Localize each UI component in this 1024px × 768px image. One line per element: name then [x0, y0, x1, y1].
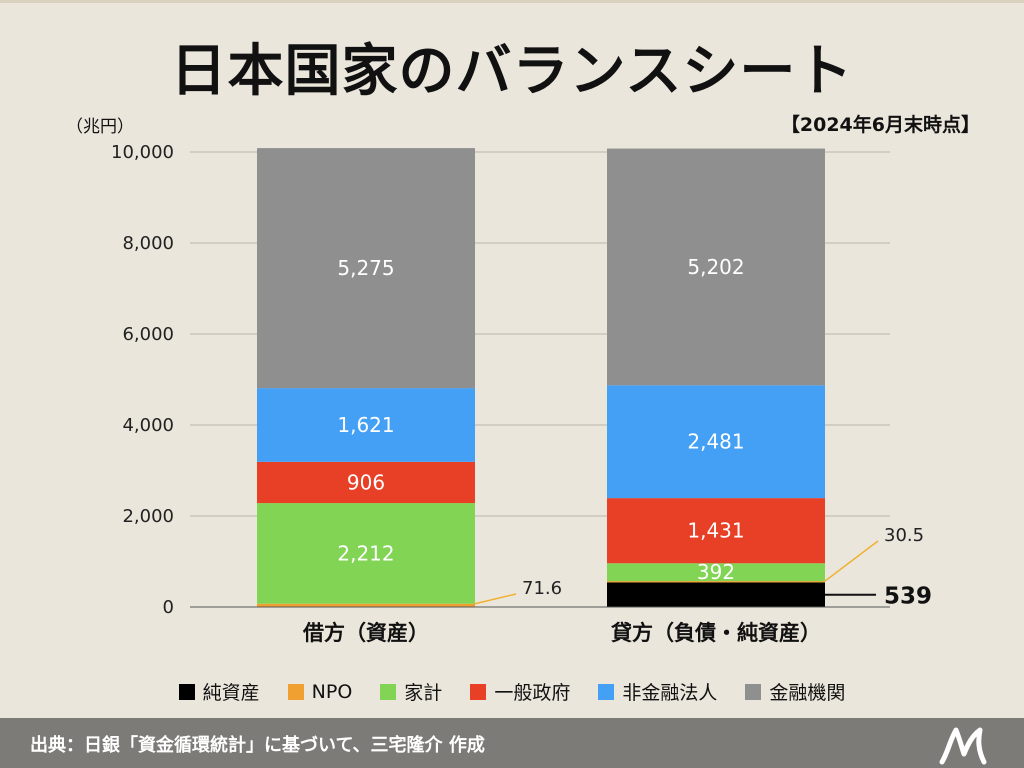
y-tick-label: 6,000	[122, 324, 174, 345]
legend-label: 一般政府	[494, 682, 571, 704]
data-label: 2,212	[337, 541, 394, 565]
data-label: 1,431	[687, 519, 744, 543]
legend-swatch	[745, 683, 762, 700]
legend-label: NPO	[311, 680, 353, 703]
data-label: 392	[697, 560, 735, 584]
as-of-date: 【2024年6月末時点】	[780, 114, 980, 136]
data-label: 5,202	[687, 255, 744, 279]
data-label: 71.6	[522, 578, 562, 599]
legend-swatch	[470, 683, 487, 700]
bar-segment	[607, 581, 825, 583]
legend-item: NPO	[287, 678, 353, 705]
x-category-label: 貸方（負債・純資産）	[610, 621, 821, 645]
x-category-label: 借方（資産）	[302, 621, 429, 645]
top-border	[0, 0, 1024, 3]
data-label: 30.5	[884, 525, 924, 546]
bar-segment	[257, 503, 475, 604]
legend-swatch	[380, 683, 397, 700]
data-label: 2,481	[687, 430, 744, 454]
leader-line	[824, 540, 879, 582]
legend-swatch	[287, 683, 304, 700]
unit-label: （兆円）	[66, 117, 134, 137]
bar-segment	[607, 385, 825, 499]
data-label: 906	[347, 470, 385, 494]
brand-logo-icon	[939, 727, 987, 765]
bar-segment	[607, 563, 825, 582]
legend-label: 家計	[404, 682, 443, 704]
data-label: 539	[884, 584, 932, 610]
y-tick-label: 0	[163, 597, 174, 618]
y-tick-label: 8,000	[122, 233, 174, 254]
y-tick-label: 4,000	[122, 415, 174, 436]
legend-swatch	[178, 683, 195, 700]
footer-bar: 出典：日銀「資金循環統計」に基づいて、三宅隆介 作成	[0, 718, 1024, 768]
legend-label: 金融機関	[769, 682, 846, 704]
bar-segment	[607, 148, 825, 386]
bar-segment	[607, 498, 825, 564]
legend-label: 純資産	[202, 682, 260, 704]
bar-segment	[257, 388, 475, 462]
bar-segment	[257, 148, 475, 389]
y-tick-label: 2,000	[122, 506, 174, 527]
bar-segment	[257, 603, 475, 607]
data-label: 5,275	[337, 256, 394, 280]
chart-title: 日本国家のバランスシート	[170, 39, 854, 104]
legend: 純資産 NPO 家計 一般政府 非金融法人 金融機関	[0, 678, 1024, 705]
y-tick-label: 10,000	[111, 142, 174, 163]
source-note: 出典：日銀「資金循環統計」に基づいて、三宅隆介 作成	[30, 735, 485, 756]
legend-item: 純資産	[178, 678, 260, 705]
data-label: 1,621	[337, 413, 394, 437]
legend-item: 金融機関	[745, 678, 845, 705]
legend-item: 家計	[380, 678, 442, 705]
legend-label: 非金融法人	[622, 682, 718, 704]
legend-swatch	[598, 683, 615, 700]
bar-segment	[257, 461, 475, 504]
stacked-bar-chart: 0 2,000 4,000 6,000 8,000 10,000 借方（資産） 貸方（負債・純…	[111, 142, 932, 645]
leader-line	[474, 593, 517, 605]
bar-segment	[607, 582, 825, 607]
legend-item: 非金融法人	[598, 678, 717, 705]
legend-item: 一般政府	[470, 678, 570, 705]
